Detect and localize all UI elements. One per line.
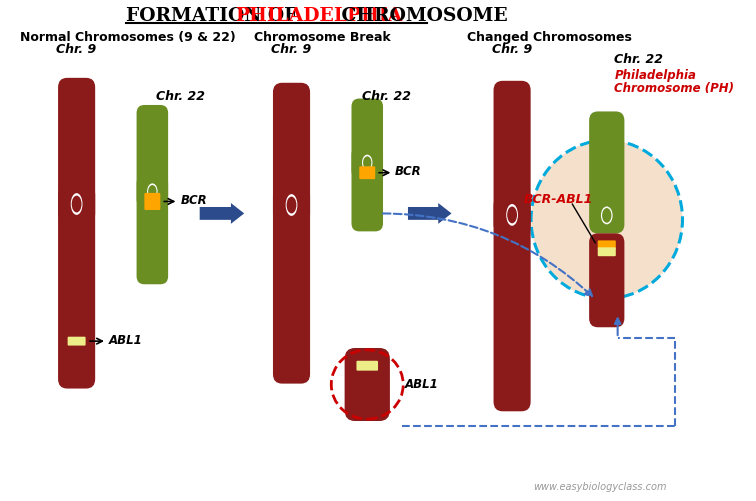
Text: Changed Chromosomes: Changed Chromosomes	[466, 32, 631, 45]
Text: ABL1: ABL1	[405, 378, 439, 391]
Ellipse shape	[602, 208, 612, 223]
FancyBboxPatch shape	[137, 175, 168, 284]
Text: BCR: BCR	[395, 165, 422, 178]
Text: Chr. 22: Chr. 22	[156, 90, 205, 103]
Ellipse shape	[148, 185, 156, 198]
FancyBboxPatch shape	[589, 111, 624, 233]
Ellipse shape	[147, 183, 157, 199]
FancyBboxPatch shape	[589, 233, 624, 327]
Text: CHROMOSOME: CHROMOSOME	[336, 7, 508, 25]
Circle shape	[531, 140, 683, 299]
Bar	[598, 204, 615, 224]
FancyBboxPatch shape	[352, 146, 383, 231]
FancyBboxPatch shape	[357, 361, 378, 371]
Ellipse shape	[72, 195, 82, 212]
Text: Chr. 9: Chr. 9	[271, 43, 311, 56]
FancyBboxPatch shape	[598, 240, 616, 249]
Text: BCR: BCR	[180, 194, 207, 207]
FancyBboxPatch shape	[273, 83, 310, 224]
Text: Chromosome (PH): Chromosome (PH)	[615, 82, 734, 95]
Text: Chr. 22: Chr. 22	[361, 90, 411, 103]
Ellipse shape	[286, 194, 297, 216]
FancyBboxPatch shape	[352, 99, 383, 179]
Text: Chr. 22: Chr. 22	[615, 53, 663, 66]
Ellipse shape	[363, 156, 371, 169]
Text: Normal Chromosomes (9 & 22): Normal Chromosomes (9 & 22)	[20, 32, 236, 45]
Text: Philadelphia: Philadelphia	[615, 69, 696, 82]
FancyArrow shape	[408, 203, 451, 224]
FancyBboxPatch shape	[494, 81, 531, 234]
Text: ABL1: ABL1	[109, 334, 143, 347]
Ellipse shape	[507, 204, 518, 226]
Text: Chr. 9: Chr. 9	[57, 43, 97, 56]
Text: BCR-ABL1: BCR-ABL1	[523, 193, 593, 206]
FancyBboxPatch shape	[345, 348, 390, 421]
Text: Chromosome Break: Chromosome Break	[254, 32, 390, 45]
FancyBboxPatch shape	[137, 105, 168, 207]
Ellipse shape	[71, 193, 82, 215]
FancyBboxPatch shape	[58, 78, 95, 223]
FancyBboxPatch shape	[273, 186, 310, 384]
Ellipse shape	[287, 196, 296, 213]
FancyArrow shape	[200, 203, 244, 224]
Text: www.easybiologyclass.com: www.easybiologyclass.com	[533, 482, 667, 492]
Text: FORMATION OF: FORMATION OF	[125, 7, 304, 25]
Text: Chr. 9: Chr. 9	[492, 43, 532, 56]
FancyBboxPatch shape	[359, 166, 375, 179]
Ellipse shape	[601, 206, 612, 224]
FancyBboxPatch shape	[144, 193, 160, 210]
FancyBboxPatch shape	[598, 247, 616, 256]
Ellipse shape	[507, 206, 517, 223]
Ellipse shape	[362, 155, 373, 171]
FancyBboxPatch shape	[494, 196, 531, 411]
FancyBboxPatch shape	[58, 185, 95, 389]
FancyBboxPatch shape	[67, 337, 85, 346]
Text: PHILADELPHIA: PHILADELPHIA	[235, 7, 402, 25]
